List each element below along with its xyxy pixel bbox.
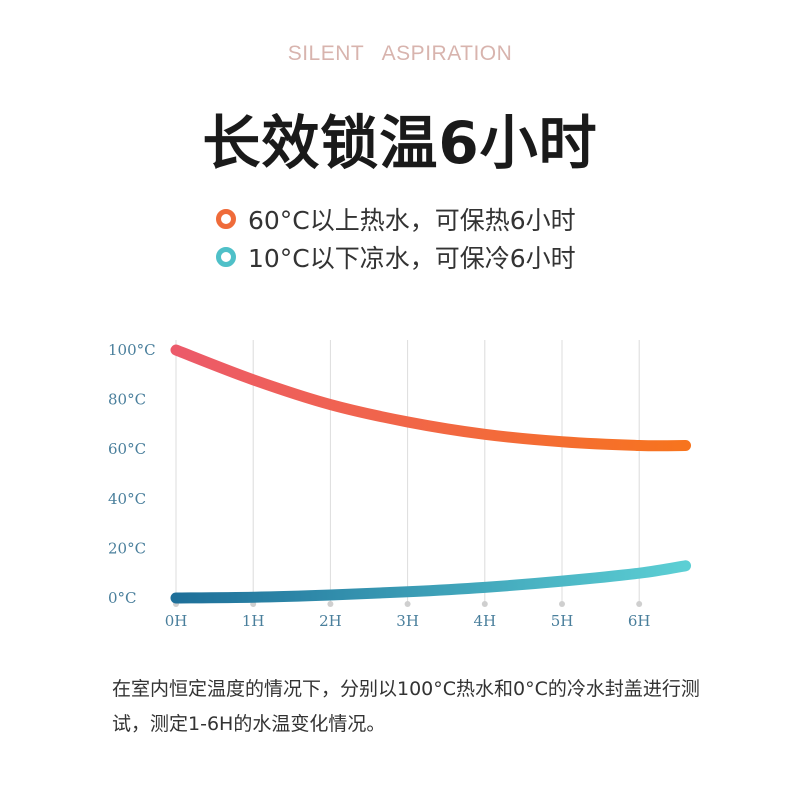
x-tick-dot-3H [404, 601, 411, 607]
y-tick-label: 20°C [108, 539, 146, 557]
temperature-chart: 0H 1H 2H 3H 4H 5H 6H 100°C 80°C 60°C 40°C 20°C 0°C [108, 340, 692, 630]
y-tick-label: 0°C [108, 589, 137, 607]
y-tick-label: 80°C [108, 391, 146, 409]
x-tick-label: 2H [319, 612, 342, 630]
legend: 60°C以上热水，可保热6小时 10°C以下凉水，可保冷6小时 [216, 200, 576, 276]
x-tick-label: 0H [165, 612, 188, 630]
cold-water-line [170, 560, 692, 604]
x-tick-label: 4H [473, 612, 496, 630]
x-tick-dot-4H [481, 601, 488, 607]
hot-dot-icon [216, 209, 236, 229]
x-tick-label: 6H [628, 612, 651, 630]
legend-item-hot: 60°C以上热水，可保热6小时 [216, 200, 576, 238]
x-tick-label: 1H [242, 612, 265, 630]
caption: 在室内恒定温度的情况下，分别以100°C热水和0°C的冷水封盖进行测试，测定1-… [112, 678, 700, 735]
x-tick-label: 5H [551, 612, 574, 630]
cold-dot-icon [216, 247, 236, 267]
hot-water-line [170, 344, 692, 452]
y-tick-label: 60°C [108, 440, 146, 458]
x-tick-dot-6H [636, 601, 643, 607]
legend-label-cold: 10°C以下凉水，可保冷6小时 [248, 244, 576, 273]
y-tick-label: 40°C [108, 490, 146, 508]
y-tick-label: 100°C [108, 341, 156, 359]
headline: 长效锁温6小时 [202, 109, 598, 177]
tagline: SILENT ASPIRATION [287, 42, 513, 65]
x-tick-dot-5H [559, 601, 565, 607]
legend-item-cold: 10°C以下凉水，可保冷6小时 [216, 238, 576, 276]
legend-label-hot: 60°C以上热水，可保热6小时 [248, 206, 576, 235]
x-tick-label: 3H [396, 612, 419, 630]
x-tick-dot-2H [327, 601, 334, 607]
